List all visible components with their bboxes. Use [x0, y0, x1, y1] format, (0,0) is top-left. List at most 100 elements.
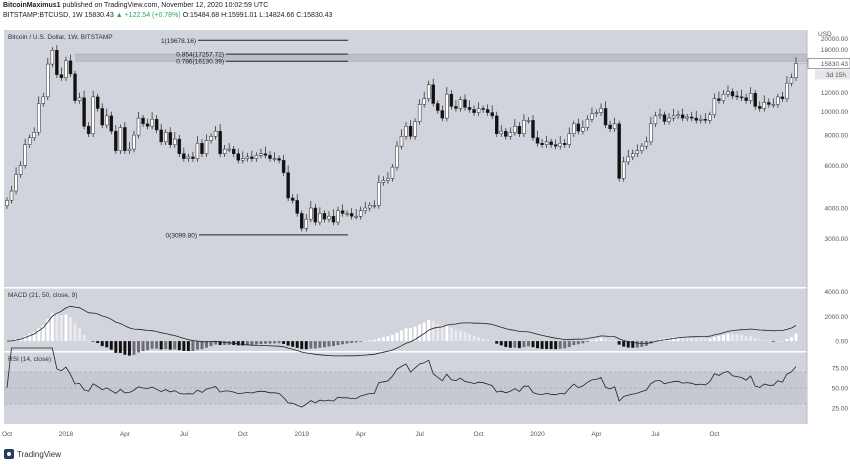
candle — [785, 82, 789, 99]
macd-histogram-bar — [164, 341, 168, 350]
candle — [18, 165, 23, 175]
macd-histogram-bar — [87, 340, 91, 342]
candle — [304, 218, 308, 229]
macd-histogram-bar — [517, 341, 521, 349]
rsi-line — [6, 347, 797, 408]
macd-histogram-bar — [345, 341, 349, 344]
candle — [358, 210, 363, 217]
last-price-tag — [807, 58, 850, 69]
candle — [186, 156, 191, 159]
macd-histogram-bar — [449, 327, 453, 342]
macd-histogram-bar — [186, 341, 190, 352]
macd-histogram-bar — [440, 326, 444, 342]
macd-histogram-bar — [195, 341, 199, 350]
macd-histogram-bar — [313, 341, 317, 349]
time-tick-label: 2020 — [530, 431, 545, 438]
candle — [544, 141, 549, 145]
price-tick-label: 12000.00 — [821, 90, 848, 97]
time-tick-label: Oct — [709, 431, 719, 438]
price-chart[interactable]: USD20000.0018000.0016000.0014000.0012000… — [0, 24, 850, 446]
macd-histogram-bar — [291, 341, 295, 347]
candle — [277, 158, 281, 161]
candle — [576, 123, 581, 132]
candle — [417, 104, 422, 122]
brand-label: TradingView — [17, 449, 62, 459]
macd-histogram-bar — [105, 341, 109, 348]
macd-histogram-bar — [354, 341, 358, 343]
candle — [318, 213, 322, 223]
macd-histogram-bar — [37, 328, 41, 342]
macd-histogram-bar — [486, 339, 490, 342]
price-tick-label: 4000.00 — [825, 206, 849, 213]
candle — [331, 215, 336, 223]
tradingview-brand[interactable]: TradingView — [4, 449, 61, 459]
macd-histogram-bar — [595, 339, 598, 342]
rsi-label: RSI (14, close) — [8, 356, 51, 363]
macd-histogram-bar — [703, 338, 707, 342]
candle — [218, 130, 222, 154]
candle — [753, 93, 757, 107]
macd-histogram-bar — [567, 341, 571, 348]
macd-histogram-bar — [413, 326, 417, 342]
macd-histogram-bar — [50, 312, 54, 342]
macd-histogram-bar — [712, 336, 716, 342]
author-name[interactable]: BitcoinMaximus1 — [3, 2, 61, 9]
candle — [381, 180, 386, 183]
candle — [32, 132, 36, 138]
macd-histogram-bar — [381, 337, 385, 342]
macd-histogram-bar — [762, 340, 766, 342]
candle — [281, 159, 286, 173]
macd-histogram-bar — [585, 341, 589, 342]
macd-histogram-bar — [513, 341, 517, 348]
candle — [263, 153, 268, 156]
price-tick-label: 18000.00 — [821, 47, 848, 54]
candle — [436, 103, 440, 111]
candle — [426, 84, 431, 99]
candle — [730, 91, 735, 97]
candle — [368, 205, 372, 209]
candle — [771, 104, 776, 106]
macd-histogram-bar — [46, 318, 50, 342]
time-tick-label: Jul — [415, 431, 424, 438]
candle — [182, 153, 186, 159]
candle — [241, 158, 245, 161]
candle — [449, 93, 454, 107]
candle — [37, 103, 41, 133]
macd-histogram-bar — [263, 341, 267, 344]
macd-histogram-bar — [472, 335, 476, 342]
macd-histogram-bar — [137, 341, 140, 353]
macd-histogram-bar — [590, 340, 594, 342]
candle — [27, 137, 32, 145]
macd-histogram-bar — [245, 341, 249, 346]
macd-histogram-bar — [386, 336, 390, 342]
macd-histogram-bar — [259, 341, 263, 345]
macd-histogram-bar — [300, 341, 304, 350]
candle — [123, 127, 127, 151]
candle — [345, 213, 349, 215]
macd-histogram-bar — [504, 341, 508, 348]
candle — [585, 118, 590, 128]
candle — [150, 118, 154, 127]
candle — [222, 148, 227, 154]
candle — [540, 143, 544, 145]
candle — [372, 205, 377, 207]
candle — [82, 97, 86, 127]
candle — [91, 96, 95, 135]
candle — [118, 127, 123, 151]
candle — [712, 98, 717, 116]
price-axis-unit: USD — [818, 31, 832, 38]
candle — [567, 133, 571, 145]
macd-histogram-bar — [173, 341, 177, 350]
macd-histogram-bar — [409, 327, 413, 342]
candle — [612, 123, 617, 129]
candle — [676, 114, 680, 117]
rsi-tick-label: 25.00 — [832, 406, 849, 413]
time-tick-label: Oct — [2, 431, 12, 438]
candle — [617, 123, 621, 179]
candle — [490, 112, 494, 117]
candle — [127, 148, 132, 151]
price-tick-label: 6000.00 — [825, 163, 849, 170]
candle — [708, 114, 712, 121]
macd-histogram-bar — [418, 324, 422, 342]
macd-histogram-bar — [540, 341, 544, 349]
